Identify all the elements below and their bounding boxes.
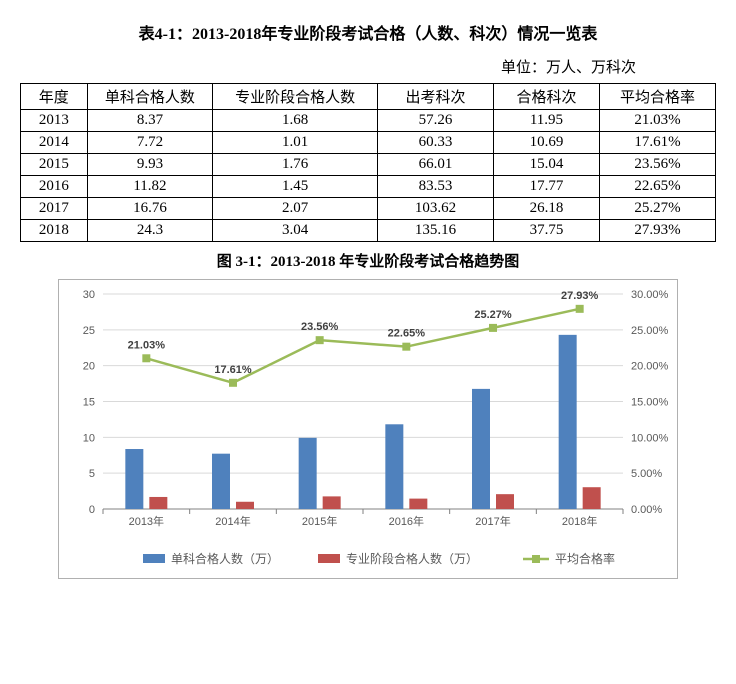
svg-text:2018年: 2018年	[562, 514, 597, 528]
table-row: 201611.821.4583.5317.7722.65%	[21, 176, 716, 198]
svg-text:25: 25	[83, 325, 95, 337]
svg-text:0.00%: 0.00%	[631, 504, 662, 516]
table-row: 20138.371.6857.2611.9521.03%	[21, 110, 716, 132]
svg-text:5: 5	[89, 468, 95, 480]
table-row: 20147.721.0160.3310.6917.61%	[21, 132, 716, 154]
chart-title: 图 3-1：2013-2018 年专业阶段考试合格趋势图	[20, 250, 716, 271]
data-table: 年度单科合格人数专业阶段合格人数出考科次合格科次平均合格率 20138.371.…	[20, 83, 716, 242]
svg-text:23.56%: 23.56%	[301, 321, 339, 333]
table-title: 表4-1：2013-2018年专业阶段考试合格（人数、科次）情况一览表	[20, 20, 716, 44]
col-header: 年度	[21, 84, 88, 110]
svg-text:25.27%: 25.27%	[474, 309, 512, 321]
svg-text:2014年: 2014年	[215, 514, 250, 528]
svg-text:25.00%: 25.00%	[631, 325, 669, 337]
svg-text:20.00%: 20.00%	[631, 361, 669, 373]
col-header: 合格科次	[493, 84, 599, 110]
svg-text:2017年: 2017年	[475, 514, 510, 528]
svg-text:22.65%: 22.65%	[388, 328, 426, 340]
table-row: 201716.762.07103.6226.1825.27%	[21, 198, 716, 220]
svg-text:30: 30	[83, 289, 95, 301]
svg-text:平均合格率: 平均合格率	[555, 551, 615, 566]
svg-text:15: 15	[83, 397, 95, 409]
svg-text:专业阶段合格人数（万）: 专业阶段合格人数（万）	[346, 551, 478, 566]
col-header: 专业阶段合格人数	[213, 84, 378, 110]
svg-text:5.00%: 5.00%	[631, 468, 662, 480]
svg-text:单科合格人数（万）: 单科合格人数（万）	[171, 551, 279, 566]
svg-text:27.93%: 27.93%	[561, 290, 599, 302]
trend-chart: 0 5 10 15 20 25 30 0.00% 5.00% 10.00% 15.00% 20.00%…	[58, 279, 678, 579]
svg-text:2013年: 2013年	[129, 514, 164, 528]
svg-text:20: 20	[83, 361, 95, 373]
svg-text:15.00%: 15.00%	[631, 397, 669, 409]
svg-text:21.03%: 21.03%	[128, 339, 166, 351]
svg-text:10: 10	[83, 432, 95, 444]
table-row: 20159.931.7666.0115.0423.56%	[21, 154, 716, 176]
col-header: 出考科次	[378, 84, 494, 110]
col-header: 单科合格人数	[87, 84, 213, 110]
svg-text:2015年: 2015年	[302, 514, 337, 528]
table-unit: 单位：万人、万科次	[20, 56, 716, 77]
col-header: 平均合格率	[599, 84, 715, 110]
table-row: 201824.33.04135.1637.7527.93%	[21, 220, 716, 242]
svg-text:0: 0	[89, 504, 95, 516]
svg-text:30.00%: 30.00%	[631, 289, 669, 301]
chart-container: 0 5 10 15 20 25 30 0.00% 5.00% 10.00% 15.00% 20.00%…	[58, 279, 678, 579]
svg-text:10.00%: 10.00%	[631, 432, 669, 444]
svg-text:17.61%: 17.61%	[214, 364, 252, 376]
svg-text:2016年: 2016年	[389, 514, 424, 528]
